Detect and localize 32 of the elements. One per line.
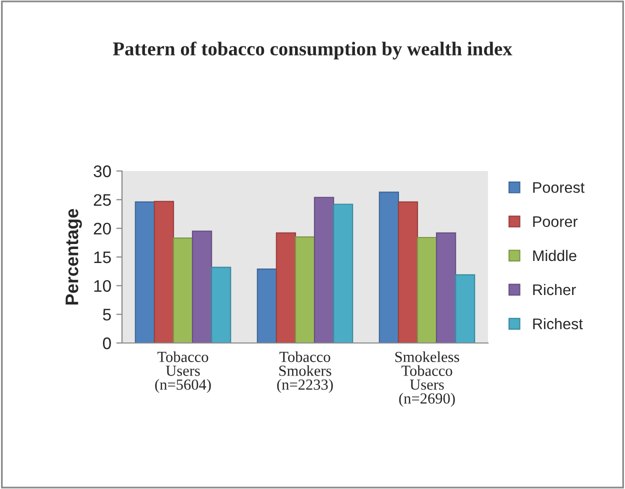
bar (436, 232, 456, 343)
y-tick-label: 5 (102, 308, 111, 321)
bar (398, 201, 418, 343)
x-tick-label: Tobacco Smokers (n=2233) (277, 351, 333, 393)
bar (172, 238, 194, 343)
y-axis-title: Percentage (66, 208, 82, 304)
bar (276, 232, 296, 343)
chart-title: Pattern of tobacco consumption by wealth index (112, 42, 512, 60)
bar (294, 236, 316, 343)
y-tick-label: 0 (102, 337, 111, 350)
y-tick-label: 15 (94, 252, 111, 264)
bar (378, 192, 400, 343)
legend-label: Richest (533, 318, 583, 330)
y-tick-label: 20 (94, 222, 111, 235)
bar (332, 204, 354, 343)
bar (416, 236, 438, 343)
x-tick-label: Tobacco Users (n=5604) (155, 351, 211, 393)
y-tick-label: 10 (94, 280, 111, 292)
y-tick-label: 30 (94, 165, 111, 178)
bar (134, 201, 156, 343)
legend-label: Poorest (533, 182, 585, 193)
legend-label: Poorer (533, 216, 578, 227)
y-tick-label: 25 (94, 194, 111, 206)
x-tick-label: Smokeless Tobacco Users (n=2690) (395, 351, 460, 407)
bar (314, 196, 334, 343)
bar (256, 268, 278, 343)
bar (192, 230, 212, 343)
bar (154, 200, 174, 343)
bar (454, 274, 476, 343)
legend-label: Middle (533, 250, 576, 262)
bar (210, 266, 232, 343)
legend-label: Richer (533, 284, 576, 296)
